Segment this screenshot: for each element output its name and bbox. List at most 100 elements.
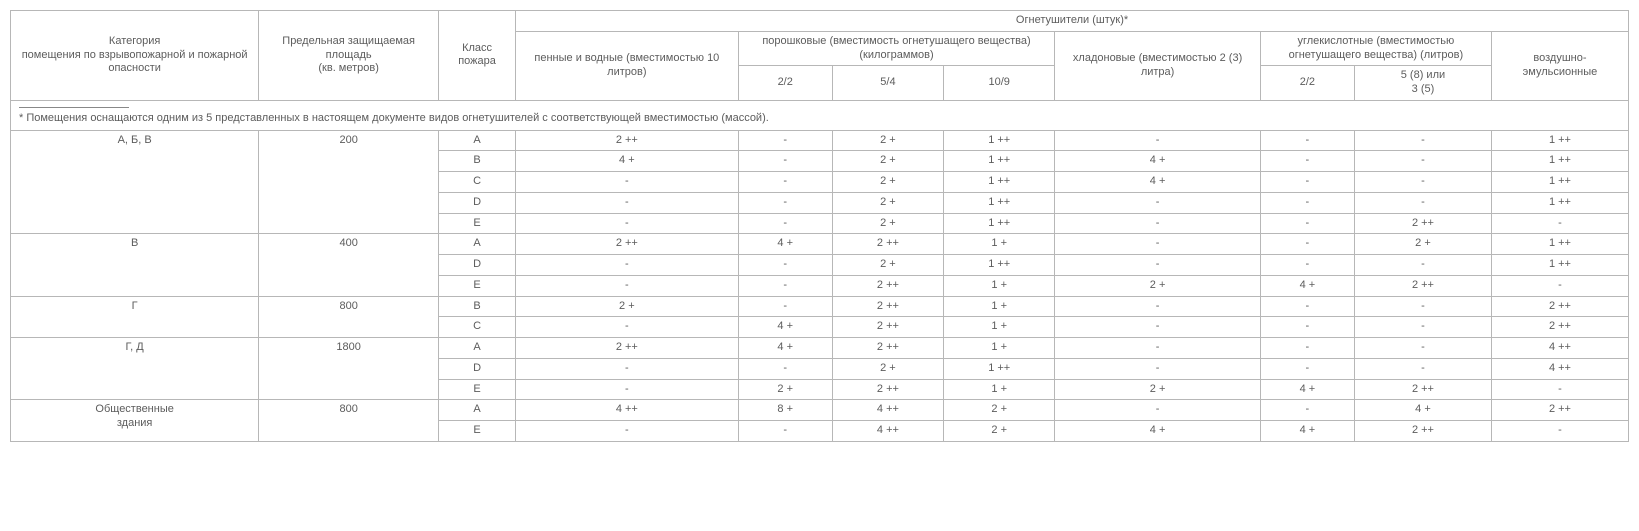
head-foam: пенные и водные (вместимостью 10 литров) — [516, 31, 739, 100]
cell-c58: - — [1354, 130, 1491, 151]
cell-halon: - — [1055, 255, 1260, 276]
cell-halon: - — [1055, 338, 1260, 359]
cell-fireclass: А — [439, 338, 516, 359]
head-powder: порошковые (вместимость огнетушащего вещ… — [738, 31, 1055, 66]
cell-c58: 2 ++ — [1354, 421, 1491, 442]
cell-c58: - — [1354, 317, 1491, 338]
head-p54: 5/4 — [832, 66, 943, 101]
cell-c22: 4 + — [1260, 275, 1354, 296]
cell-foam: - — [516, 172, 739, 193]
footnote-row: * Помещения оснащаются одним из 5 предст… — [11, 100, 1629, 130]
cell-air: - — [1491, 421, 1628, 442]
cell-p109: 1 + — [944, 296, 1055, 317]
cell-air: 2 ++ — [1491, 400, 1628, 421]
cell-p54: 4 ++ — [832, 421, 943, 442]
cell-c58: - — [1354, 338, 1491, 359]
head-fireclass: Класспожара — [439, 11, 516, 101]
cell-p109: 1 + — [944, 275, 1055, 296]
cell-fireclass: D — [439, 358, 516, 379]
cell-category: В — [11, 234, 259, 296]
head-category: Категорияпомещения по взрывопожарной и п… — [11, 11, 259, 101]
cell-fireclass: В — [439, 296, 516, 317]
cell-halon: 4 + — [1055, 151, 1260, 172]
cell-foam: - — [516, 192, 739, 213]
table-row: Г, Д1800А2 ++4 +2 ++1 +---4 ++ — [11, 338, 1629, 359]
cell-foam: - — [516, 317, 739, 338]
cell-c58: - — [1354, 358, 1491, 379]
cell-p22: - — [738, 421, 832, 442]
cell-p109: 1 ++ — [944, 151, 1055, 172]
cell-halon: - — [1055, 296, 1260, 317]
cell-p54: 2 ++ — [832, 317, 943, 338]
cell-fireclass: Е — [439, 421, 516, 442]
cell-foam: - — [516, 213, 739, 234]
cell-p54: 2 + — [832, 192, 943, 213]
head-co2: углекислотные (вместимостью огнетушащего… — [1260, 31, 1491, 66]
cell-p54: 2 + — [832, 255, 943, 276]
cell-p22: - — [738, 172, 832, 193]
cell-p54: 2 + — [832, 358, 943, 379]
cell-c58: 2 ++ — [1354, 379, 1491, 400]
cell-p109: 1 ++ — [944, 130, 1055, 151]
cell-air: 2 ++ — [1491, 317, 1628, 338]
cell-air: 4 ++ — [1491, 358, 1628, 379]
cell-p109: 1 ++ — [944, 192, 1055, 213]
cell-area: 200 — [259, 130, 439, 234]
cell-foam: - — [516, 275, 739, 296]
cell-air: 1 ++ — [1491, 192, 1628, 213]
cell-c22: - — [1260, 400, 1354, 421]
cell-foam: - — [516, 358, 739, 379]
cell-p22: - — [738, 358, 832, 379]
extinguisher-table: Категорияпомещения по взрывопожарной и п… — [10, 10, 1629, 442]
cell-fireclass: D — [439, 192, 516, 213]
cell-p22: - — [738, 130, 832, 151]
cell-halon: - — [1055, 192, 1260, 213]
cell-p22: 4 + — [738, 338, 832, 359]
table-row: В400А2 ++4 +2 ++1 +--2 +1 ++ — [11, 234, 1629, 255]
cell-p22: - — [738, 213, 832, 234]
cell-fireclass: В — [439, 151, 516, 172]
table-body: * Помещения оснащаются одним из 5 предст… — [11, 100, 1629, 441]
cell-foam: - — [516, 255, 739, 276]
cell-c58: 2 + — [1354, 234, 1491, 255]
cell-halon: - — [1055, 234, 1260, 255]
cell-p54: 2 ++ — [832, 296, 943, 317]
cell-air: 4 ++ — [1491, 338, 1628, 359]
cell-foam: 2 ++ — [516, 130, 739, 151]
table-head: Категорияпомещения по взрывопожарной и п… — [11, 11, 1629, 101]
head-p109: 10/9 — [944, 66, 1055, 101]
cell-fireclass: Е — [439, 213, 516, 234]
cell-fireclass: А — [439, 234, 516, 255]
cell-foam: 2 ++ — [516, 234, 739, 255]
cell-area: 400 — [259, 234, 439, 296]
cell-c58: - — [1354, 151, 1491, 172]
head-c58: 5 (8) или3 (5) — [1354, 66, 1491, 101]
cell-halon: 2 + — [1055, 275, 1260, 296]
cell-fireclass: А — [439, 400, 516, 421]
cell-p22: 4 + — [738, 234, 832, 255]
cell-halon: - — [1055, 130, 1260, 151]
cell-category: Г — [11, 296, 259, 338]
cell-halon: - — [1055, 213, 1260, 234]
cell-p109: 1 ++ — [944, 358, 1055, 379]
cell-fireclass: D — [439, 255, 516, 276]
cell-foam: - — [516, 379, 739, 400]
head-c22: 2/2 — [1260, 66, 1354, 101]
cell-foam: 2 + — [516, 296, 739, 317]
cell-p22: 4 + — [738, 317, 832, 338]
cell-p109: 1 ++ — [944, 255, 1055, 276]
cell-c22: 4 + — [1260, 379, 1354, 400]
cell-p109: 1 + — [944, 234, 1055, 255]
cell-air: - — [1491, 379, 1628, 400]
cell-p54: 2 ++ — [832, 275, 943, 296]
cell-category: Г, Д — [11, 338, 259, 400]
cell-c22: - — [1260, 192, 1354, 213]
head-p22: 2/2 — [738, 66, 832, 101]
cell-air: - — [1491, 275, 1628, 296]
cell-p109: 1 + — [944, 379, 1055, 400]
table-row: Общественныездания800А4 ++8 +4 ++2 +--4 … — [11, 400, 1629, 421]
cell-air: 1 ++ — [1491, 234, 1628, 255]
cell-foam: 2 ++ — [516, 338, 739, 359]
cell-p22: 8 + — [738, 400, 832, 421]
cell-category: А, Б, В — [11, 130, 259, 234]
